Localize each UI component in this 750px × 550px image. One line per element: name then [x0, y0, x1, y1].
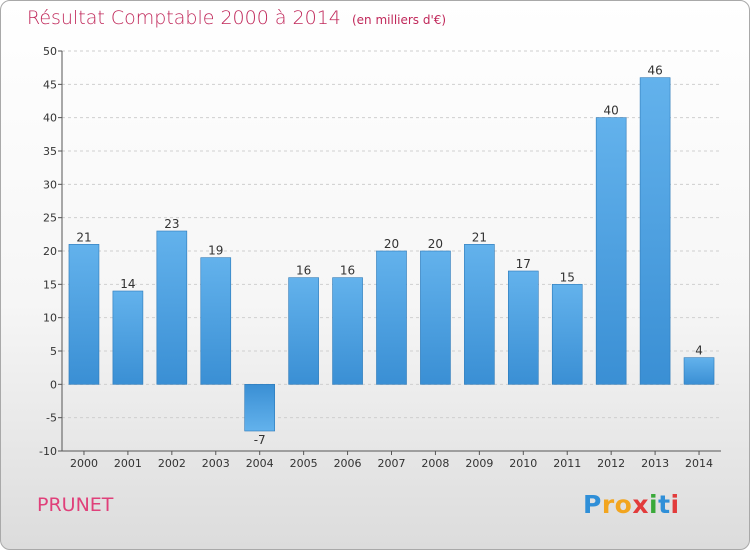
- data-label-2006: 16: [340, 264, 355, 278]
- data-label-2001: 14: [120, 277, 135, 291]
- logo-letter: r: [601, 490, 615, 519]
- y-tick-label: 30: [43, 178, 57, 191]
- data-label-2000: 21: [76, 230, 91, 244]
- x-tick-label: 2012: [597, 457, 625, 470]
- bar-2014: [683, 357, 715, 385]
- logo-letter: i: [670, 490, 680, 519]
- x-tick-label: 2011: [553, 457, 581, 470]
- x-tick-label: 2007: [378, 457, 406, 470]
- bar-2013: [639, 77, 671, 385]
- y-tick-label: 5: [50, 345, 57, 358]
- bar-2009: [464, 244, 495, 385]
- y-tick-label: 10: [43, 312, 57, 325]
- data-label-2009: 21: [472, 230, 487, 244]
- data-label-2011: 15: [560, 270, 575, 284]
- commune-name: PRUNET: [37, 494, 114, 516]
- x-tick-label: 2006: [334, 457, 362, 470]
- logo-letter: i: [649, 490, 659, 519]
- y-tick-label: 35: [43, 145, 57, 158]
- y-tick-label: -10: [39, 445, 57, 458]
- bar-2007: [376, 250, 407, 385]
- x-tick-label: 2013: [641, 457, 669, 470]
- bar-2001: [112, 290, 144, 385]
- data-label-2014: 4: [695, 344, 703, 358]
- data-label-2013: 46: [647, 64, 662, 78]
- chart-subtitle: (en milliers d'€): [351, 13, 447, 27]
- x-tick-label: 2002: [158, 457, 186, 470]
- chart-title: Résultat Comptable 2000 à 2014 (en milli…: [27, 7, 446, 29]
- data-label-2005: 16: [296, 264, 311, 278]
- x-tick-label: 2003: [202, 457, 230, 470]
- bar-2004: [244, 384, 275, 432]
- data-label-2010: 17: [516, 257, 531, 271]
- bar-2011: [551, 284, 583, 385]
- data-label-2007: 20: [384, 237, 399, 251]
- data-label-2008: 20: [428, 237, 443, 251]
- data-label-2004: -7: [254, 433, 266, 447]
- data-label-2003: 19: [208, 244, 223, 258]
- logo-letter: x: [632, 490, 649, 519]
- bar-2012: [595, 117, 627, 385]
- bar-2003: [200, 257, 232, 385]
- x-tick-label: 2010: [509, 457, 537, 470]
- proxiti-logo: Proxiti: [583, 490, 680, 519]
- x-tick-label: 2008: [421, 457, 449, 470]
- x-tick-label: 2009: [465, 457, 493, 470]
- bar-2005: [288, 277, 319, 385]
- x-tick-label: 2000: [70, 457, 98, 470]
- y-tick-label: 15: [43, 278, 57, 291]
- bar-2002: [156, 230, 188, 385]
- data-label-2002: 23: [164, 217, 179, 231]
- bar-2000: [68, 244, 100, 385]
- bar-2006: [332, 277, 363, 385]
- x-tick-label: 2004: [246, 457, 274, 470]
- y-tick-label: 50: [43, 45, 57, 58]
- data-label-2012: 40: [604, 104, 619, 118]
- logo-letter: o: [614, 490, 633, 519]
- x-tick-label: 2005: [290, 457, 318, 470]
- bar-2008: [420, 250, 451, 385]
- y-tick-label: -5: [46, 412, 57, 425]
- y-tick-label: 40: [43, 112, 57, 125]
- x-tick-label: 2014: [685, 457, 713, 470]
- logo-letter: t: [658, 490, 671, 519]
- y-tick-label: 20: [43, 245, 57, 258]
- logo-letter: P: [583, 490, 602, 519]
- chart-title-text: Résultat Comptable 2000 à 2014: [27, 7, 341, 29]
- bar-2010: [507, 270, 539, 385]
- y-tick-label: 25: [43, 212, 57, 225]
- x-tick-label: 2001: [114, 457, 142, 470]
- y-tick-label: 0: [50, 378, 57, 391]
- y-tick-label: 45: [43, 78, 57, 91]
